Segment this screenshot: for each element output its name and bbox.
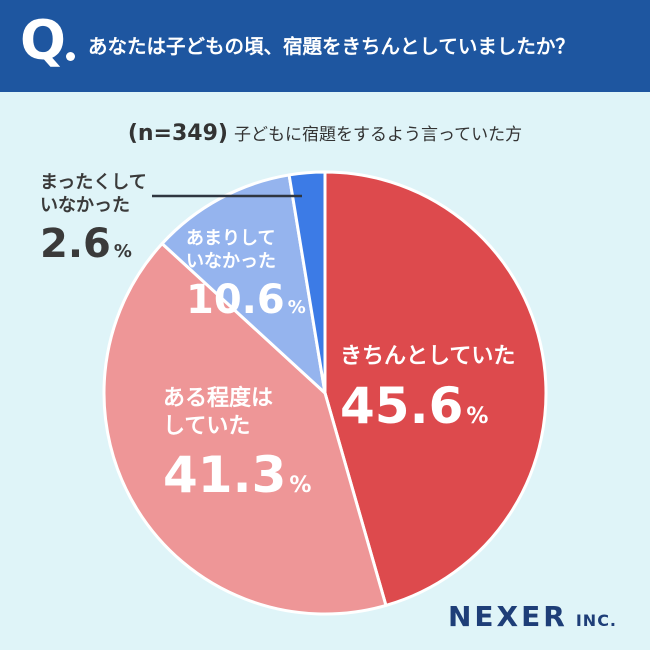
label-mattaku-line1: まったくして bbox=[40, 172, 147, 193]
label-mattaku-percent: 2.6% bbox=[40, 221, 132, 267]
nexer-logo: NEXER INC. bbox=[448, 600, 618, 633]
q-mark: Q bbox=[20, 9, 66, 72]
label-amari-line2: いなかった bbox=[186, 250, 276, 272]
label-kichinto-category: きちんとしていた bbox=[340, 344, 516, 369]
label-aruteido-line2: していた bbox=[163, 413, 251, 439]
label-amari-line1: あまりして bbox=[186, 228, 276, 249]
label-aruteido-line1: ある程度は bbox=[163, 386, 274, 411]
label-kichinto-percent: 45.6% bbox=[340, 376, 489, 435]
label-amari: あまりして いなかった 10.6% bbox=[186, 228, 306, 325]
question-header: Q あなたは子どもの頃、宿題をきちんとしていましたか？ bbox=[0, 0, 650, 92]
slice-aruteido bbox=[102, 242, 388, 616]
slice-kichinto bbox=[323, 170, 548, 607]
label-aruteido-percent: 41.3% bbox=[163, 446, 312, 504]
label-aruteido: ある程度は していた 41.3% bbox=[163, 385, 311, 507]
label-kichinto: きちんとしていた 45.6% bbox=[340, 343, 515, 437]
sample-size: (n=349) bbox=[127, 121, 228, 146]
label-mattaku-line2: いなかった bbox=[40, 194, 130, 216]
label-mattaku: まったくして いなかった 2.6% bbox=[40, 172, 147, 269]
slice-amari bbox=[160, 173, 327, 395]
slice-mattaku bbox=[287, 170, 327, 395]
q-dot bbox=[66, 52, 75, 61]
label-amari-percent: 10.6% bbox=[186, 277, 306, 323]
chart-subtitle: (n=349) 子どもに宿題をするよう言っていた方 bbox=[0, 120, 650, 146]
question-text: あなたは子どもの頃、宿題をきちんとしていましたか？ bbox=[88, 35, 575, 58]
pie-slices bbox=[102, 170, 548, 616]
respondent-description: 子どもに宿題をするよう言っていた方 bbox=[233, 125, 523, 145]
